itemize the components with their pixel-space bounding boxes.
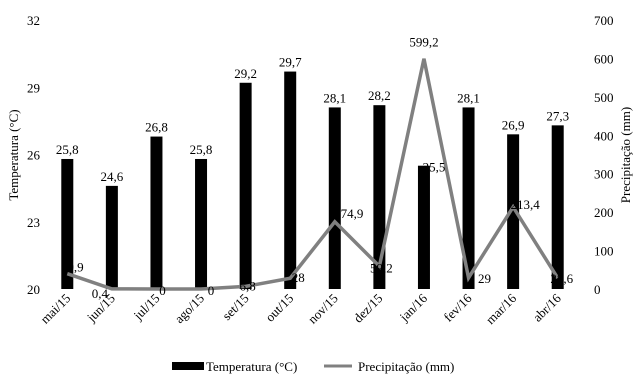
legend: Temperatura (°C) Precipitação (mm) bbox=[172, 359, 454, 374]
temperature-bar bbox=[61, 158, 74, 289]
right-tick-label: 700 bbox=[594, 13, 614, 28]
temperature-bar bbox=[462, 107, 475, 289]
right-tick-label: 300 bbox=[594, 167, 614, 182]
temperature-data-label: 27,3 bbox=[546, 108, 569, 123]
right-axis-title: Precipitação (mm) bbox=[618, 107, 633, 203]
left-tick-label: 32 bbox=[27, 13, 40, 28]
temperature-data-label: 29,2 bbox=[234, 66, 257, 81]
temperature-bar bbox=[328, 107, 341, 289]
temperature-bars bbox=[61, 71, 564, 290]
temperature-data-labels: 25,8 24,6 26,8 25,8 29,2 29,7 28,1 28,2 25,5 28,1… bbox=[56, 55, 569, 184]
temperature-bar bbox=[150, 136, 163, 289]
precipitation-data-label: 28 bbox=[292, 270, 305, 285]
right-tick-label: 100 bbox=[594, 244, 614, 259]
temperature-bar bbox=[239, 82, 252, 290]
x-tick-label: mai/15 bbox=[37, 291, 73, 327]
x-tick-label: jan/16 bbox=[396, 290, 431, 325]
x-tick-label: jul/15 bbox=[130, 291, 163, 324]
right-axis-ticks: 0 100 200 300 400 500 600 700 bbox=[594, 13, 614, 297]
right-tick-label: 0 bbox=[594, 282, 601, 297]
precipitation-data-label: 0 bbox=[208, 283, 215, 298]
right-tick-label: 200 bbox=[594, 205, 614, 220]
temperature-bar bbox=[284, 71, 297, 289]
precipitation-data-label: 59,2 bbox=[370, 260, 393, 275]
precipitation-data-label: 213,4 bbox=[511, 197, 541, 212]
temperature-data-label: 24,6 bbox=[101, 169, 124, 184]
temperature-data-label: 28,1 bbox=[457, 90, 480, 105]
precipitation-data-label: 599,2 bbox=[409, 35, 438, 50]
legend-temperature-swatch bbox=[172, 362, 204, 370]
x-tick-label: nov/15 bbox=[305, 291, 341, 327]
temperature-data-label: 26,8 bbox=[145, 120, 168, 135]
precipitation-line bbox=[66, 58, 560, 291]
temperature-data-label: 28,2 bbox=[368, 88, 391, 103]
temperature-bar bbox=[105, 185, 118, 289]
x-tick-label: ago/15 bbox=[172, 291, 208, 327]
right-tick-label: 600 bbox=[594, 51, 614, 66]
x-tick-label: abr/16 bbox=[530, 290, 564, 324]
precipitation-data-label: 0,4 bbox=[92, 286, 109, 301]
precipitation-data-label: 6,8 bbox=[240, 278, 256, 293]
temperature-bar bbox=[551, 125, 564, 289]
left-axis-title: Temperatura (°C) bbox=[6, 109, 21, 200]
temperature-data-label: 28,1 bbox=[323, 90, 346, 105]
temperature-bar bbox=[195, 158, 208, 289]
precipitation-data-labels: 39,9 0,4 0 0 6,8 28 174,9 59,2 599,2 29 213,4 28,6 bbox=[61, 35, 574, 301]
x-tick-label: out/15 bbox=[262, 291, 296, 325]
temperature-bar bbox=[417, 165, 430, 289]
right-tick-label: 400 bbox=[594, 128, 614, 143]
left-axis-ticks: 20 23 26 29 32 bbox=[27, 13, 41, 297]
temperature-data-label: 25,8 bbox=[190, 142, 213, 157]
precipitation-data-label: 39,9 bbox=[61, 260, 84, 275]
temperature-data-label: 29,7 bbox=[279, 55, 302, 70]
left-tick-label: 23 bbox=[27, 215, 40, 230]
x-tick-label: set/15 bbox=[219, 291, 252, 324]
precipitation-line-group bbox=[66, 58, 560, 291]
x-tick-label: fev/16 bbox=[441, 290, 475, 324]
x-tick-label: mar/16 bbox=[483, 290, 520, 327]
left-tick-label: 29 bbox=[27, 80, 40, 95]
x-tick-label: dez/15 bbox=[350, 291, 385, 326]
temperature-data-label: 26,9 bbox=[502, 117, 525, 132]
precipitation-data-label: 29 bbox=[478, 271, 491, 286]
temperature-data-label: 25,8 bbox=[56, 142, 79, 157]
precipitation-data-label: 0 bbox=[159, 283, 166, 298]
left-tick-label: 20 bbox=[27, 282, 40, 297]
temperature-data-label: 25,5 bbox=[423, 160, 446, 175]
legend-temperature-label: Temperatura (°C) bbox=[206, 359, 297, 374]
temperature-bar bbox=[373, 105, 386, 289]
precipitation-data-label: 174,9 bbox=[334, 206, 363, 221]
precipitation-data-label: 28,6 bbox=[550, 271, 573, 286]
legend-precipitation-label: Precipitação (mm) bbox=[358, 359, 454, 374]
x-axis-ticks: mai/15 jun/15 jul/15 ago/15 set/15 out/15 nov/… bbox=[37, 290, 564, 327]
right-tick-label: 500 bbox=[594, 90, 614, 105]
temperature-bar bbox=[507, 134, 520, 289]
left-tick-label: 26 bbox=[27, 148, 41, 163]
